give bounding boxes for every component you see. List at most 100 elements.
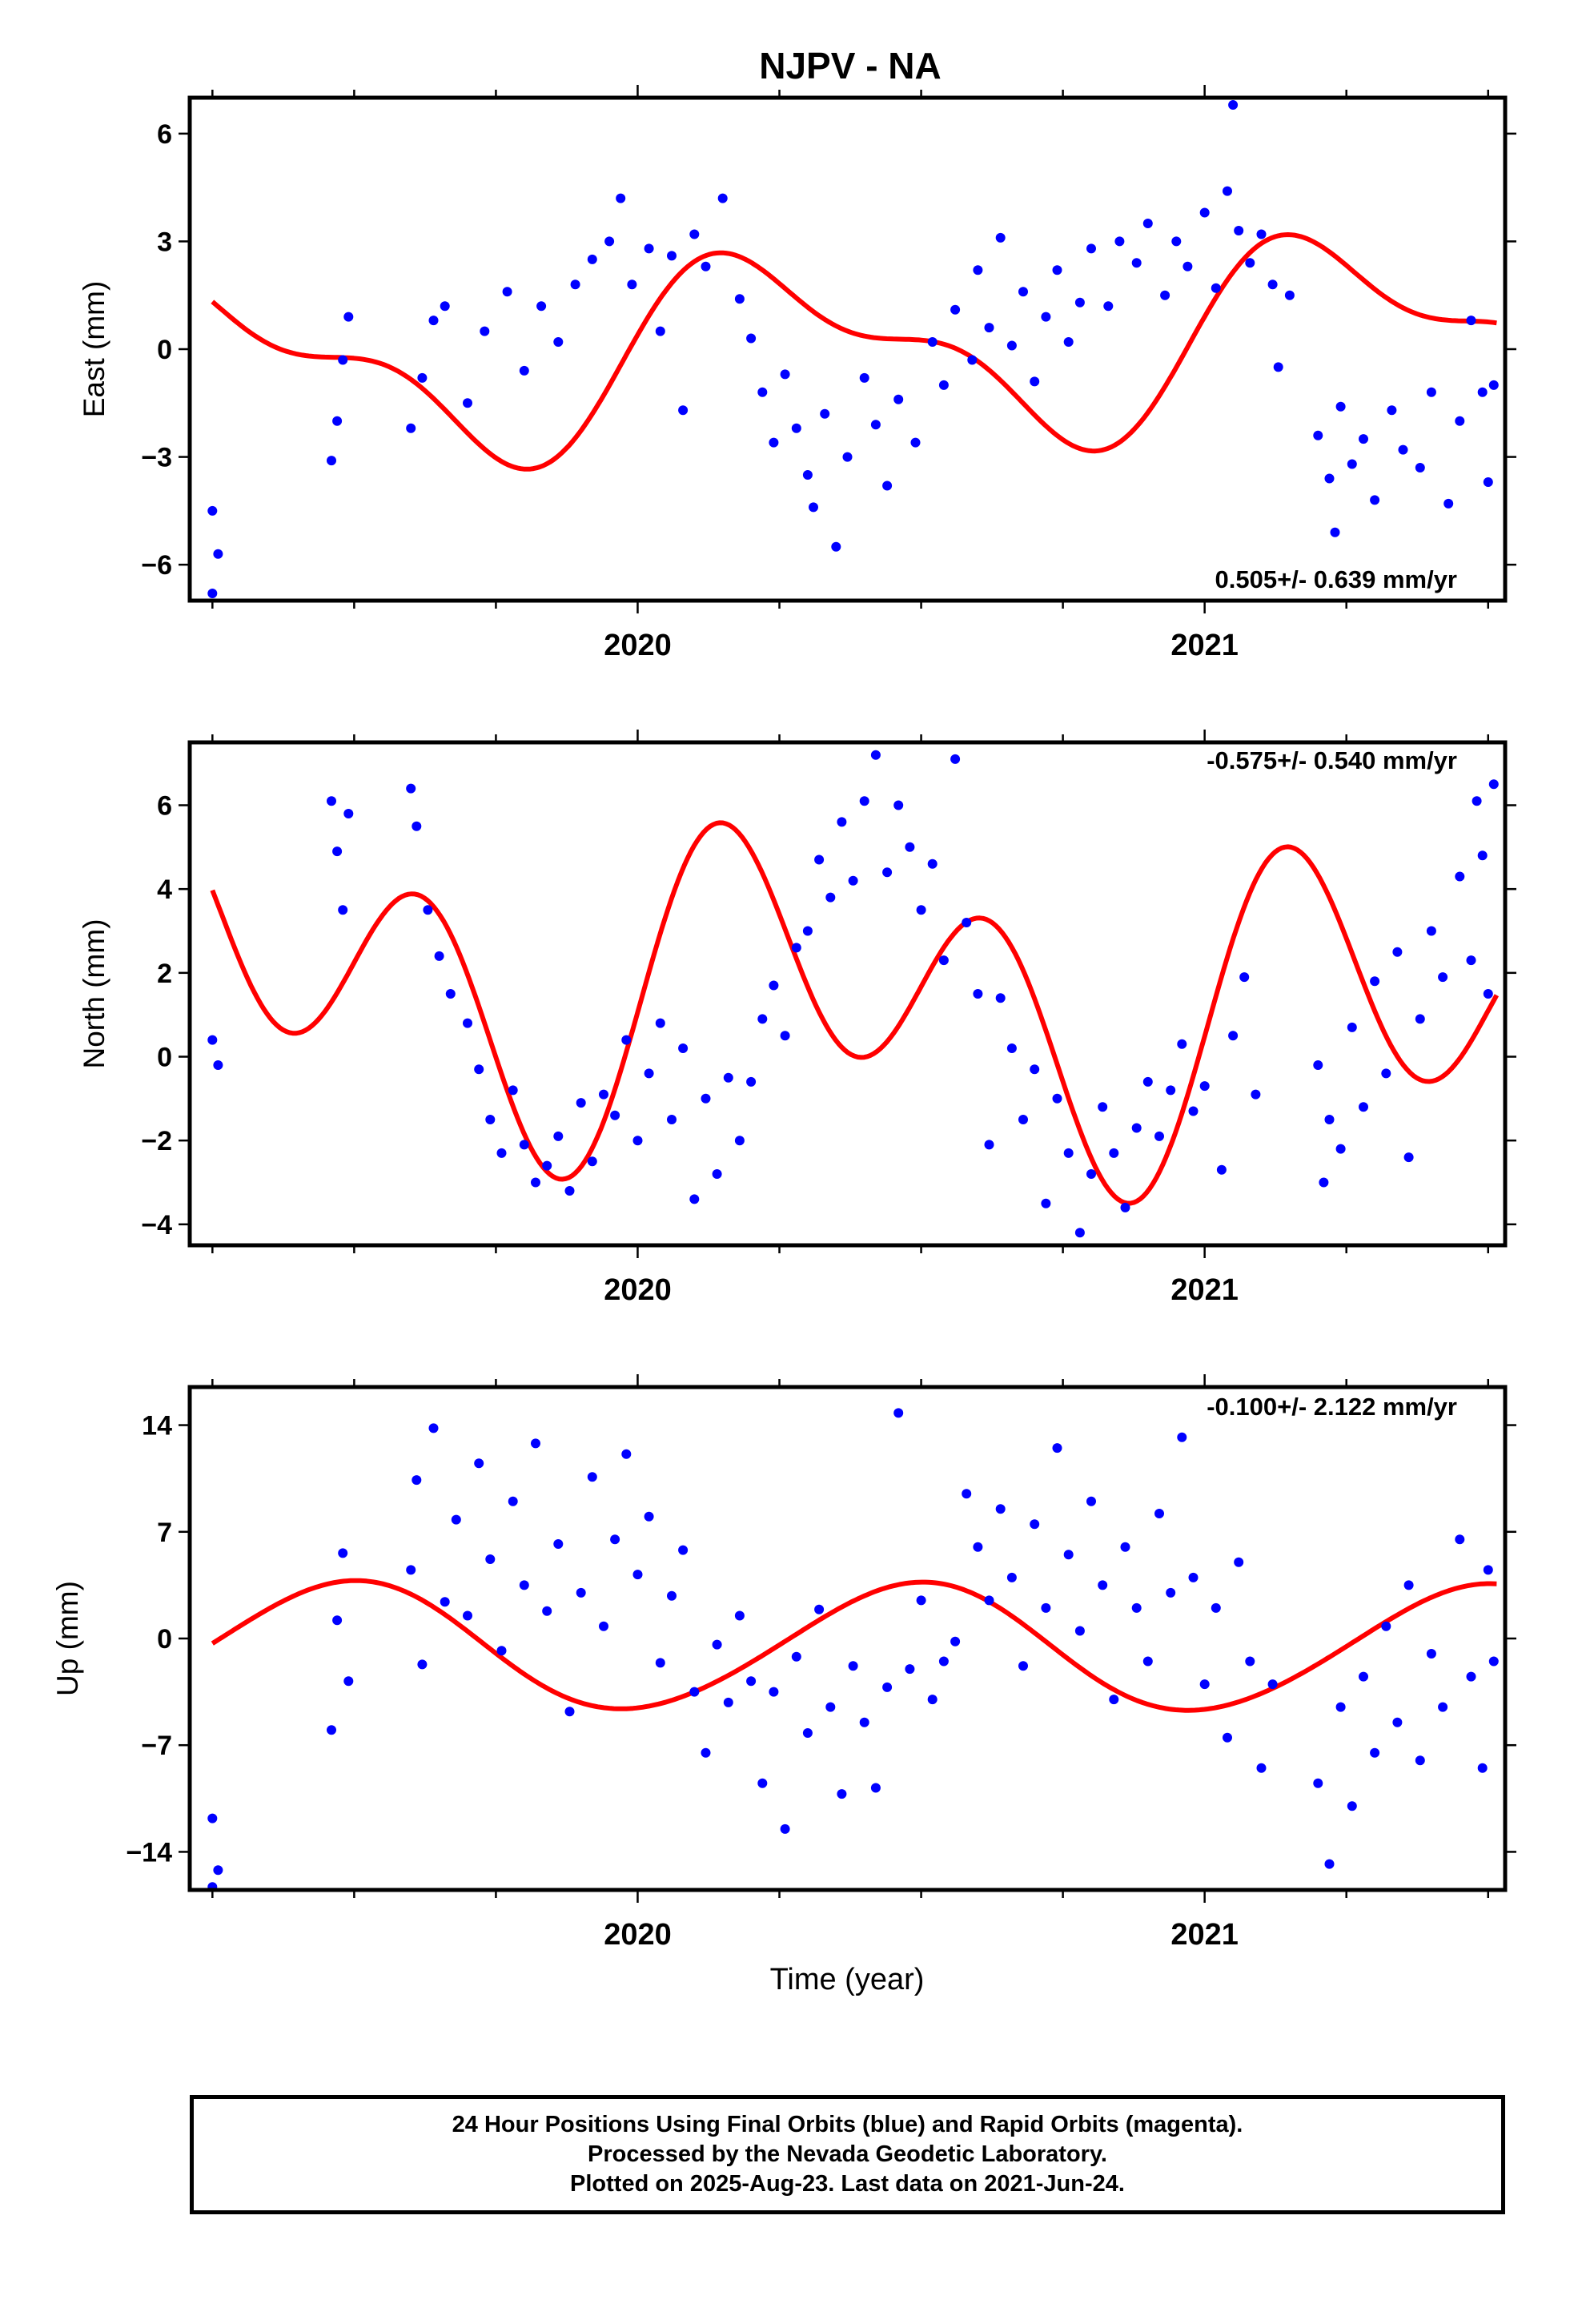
data-point [1324,1859,1335,1869]
data-point [1211,1602,1221,1613]
data-point [576,1098,586,1108]
data-point [723,1072,733,1083]
data-point [644,1511,654,1522]
data-point [406,1565,416,1575]
data-point [616,193,626,203]
data-point [1284,290,1295,300]
data-point [207,589,218,598]
data-point [338,905,348,915]
data-point [859,372,869,383]
data-point [531,1177,540,1188]
data-point [1273,362,1283,372]
data-point [502,287,512,297]
data-point [1074,297,1085,308]
data-point [463,1610,472,1621]
data-point [1166,1085,1176,1096]
data-point [1131,258,1142,268]
data-point [1359,1671,1368,1682]
data-point [757,1778,768,1788]
data-point [1216,1164,1227,1175]
caption-line: 24 Hour Positions Using Final Orbits (bl… [452,2112,1243,2137]
rate-annotation: -0.575+/- 0.540 mm/yr [1207,746,1457,774]
plot-frame [187,1385,1508,1892]
data-point [332,846,343,857]
data-point [655,1658,665,1668]
data-point [553,337,564,347]
data-point [1171,236,1182,247]
data-point [644,1068,654,1079]
data-point [1335,401,1346,412]
data-point [474,1458,484,1469]
data-point [780,1823,790,1834]
data-point [536,301,547,312]
data-point [1006,340,1017,351]
data-point [734,294,745,304]
data-point [780,1031,790,1041]
data-point [480,326,490,336]
data-point [734,1136,745,1146]
data-point [814,1604,825,1614]
plot-frame [187,95,1508,603]
data-point [1142,1076,1153,1087]
panel-up: 14 7 0 −7 −14 2020 2021 Up (mm) -0.100+/- 2.1… [51,1374,1516,1952]
y-axis-label: East (mm) [78,281,110,418]
data-point [553,1131,564,1141]
data-point [1472,796,1482,806]
data-point [1313,1778,1323,1788]
data-point [451,1514,461,1525]
y-axis-label: North (mm) [78,919,110,1068]
y-tick-label: 0 [157,335,172,365]
data-point [1211,283,1221,293]
data-point [1443,498,1454,509]
data-point [1074,1626,1085,1636]
data-point [1426,926,1436,936]
data-point [927,337,938,347]
data-point [1488,380,1499,390]
data-point [905,1664,915,1675]
data-point [1030,1064,1040,1075]
data-point [1455,416,1465,426]
data-point [927,858,938,869]
data-point [1477,1763,1488,1773]
data-point [332,1615,343,1626]
data-point [1455,1534,1465,1545]
data-point [1466,1671,1476,1682]
data-point [1098,1102,1108,1112]
data-point [712,1639,722,1650]
x-tick-label: 2021 [1170,1918,1239,1952]
data-point [1006,1043,1017,1053]
data-point [327,456,336,466]
data-point [1142,219,1153,228]
data-point [746,333,757,344]
data-point [1324,473,1335,484]
data-point [1466,316,1476,326]
data-point [757,1014,768,1024]
data-point [938,1656,949,1667]
data-point [519,1140,529,1150]
data-point [343,809,354,818]
data-point [1392,947,1403,957]
data-point [791,423,801,433]
data-point [1018,1661,1028,1671]
data-point [1477,387,1488,397]
data-point [1177,1432,1187,1442]
data-point [1052,265,1062,275]
x-tick-label: 2021 [1170,629,1239,662]
data-point [1228,1031,1239,1041]
data-point [995,993,1006,1003]
data-point [962,918,972,927]
data-point [338,355,348,365]
data-point [842,452,853,462]
data-point [428,316,439,326]
data-point [1131,1602,1142,1613]
data-point [837,817,847,827]
data-point [1426,387,1436,397]
data-point [1313,430,1323,440]
data-point [746,1676,757,1687]
data-point [780,369,790,380]
data-point [689,229,700,239]
data-point [1234,1557,1244,1567]
data-point [1256,1763,1267,1773]
data-point [973,989,983,999]
data-point [1109,1148,1119,1158]
